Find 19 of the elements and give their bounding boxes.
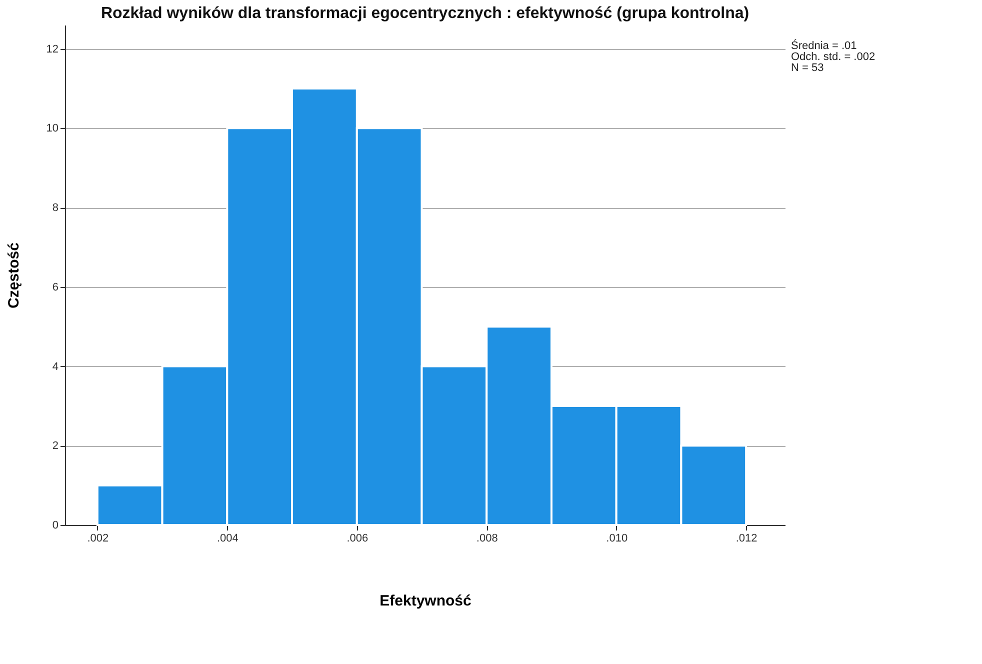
y-tick-label: 2 bbox=[52, 440, 58, 452]
y-tick-label: 12 bbox=[46, 43, 58, 56]
x-tick-label: .006 bbox=[346, 532, 368, 544]
x-tick-label: .012 bbox=[736, 532, 758, 544]
y-axis-title: Częstość bbox=[5, 242, 22, 308]
y-tick-label: 8 bbox=[52, 202, 58, 214]
text: Odch. std. = .002 bbox=[791, 51, 876, 63]
x-tick-label: .010 bbox=[606, 532, 628, 544]
y-tick-label: 0 bbox=[52, 520, 58, 532]
chart-title: Rozkład wyników dla transformacji egocentrycznych : efektywność (grupa kontrolna) bbox=[100, 5, 750, 22]
y-tick-label: 6 bbox=[52, 281, 58, 294]
text: Średnia = .01 bbox=[791, 39, 857, 52]
x-tick-label: .002 bbox=[87, 532, 109, 544]
text: N = 53 bbox=[791, 62, 824, 74]
x-tick-label: .004 bbox=[216, 532, 238, 544]
x-tick-label: .008 bbox=[476, 532, 498, 544]
y-tick-label: 10 bbox=[46, 122, 58, 135]
x-axis-title: Efektywność bbox=[380, 592, 472, 610]
y-tick-label: 4 bbox=[52, 360, 58, 373]
